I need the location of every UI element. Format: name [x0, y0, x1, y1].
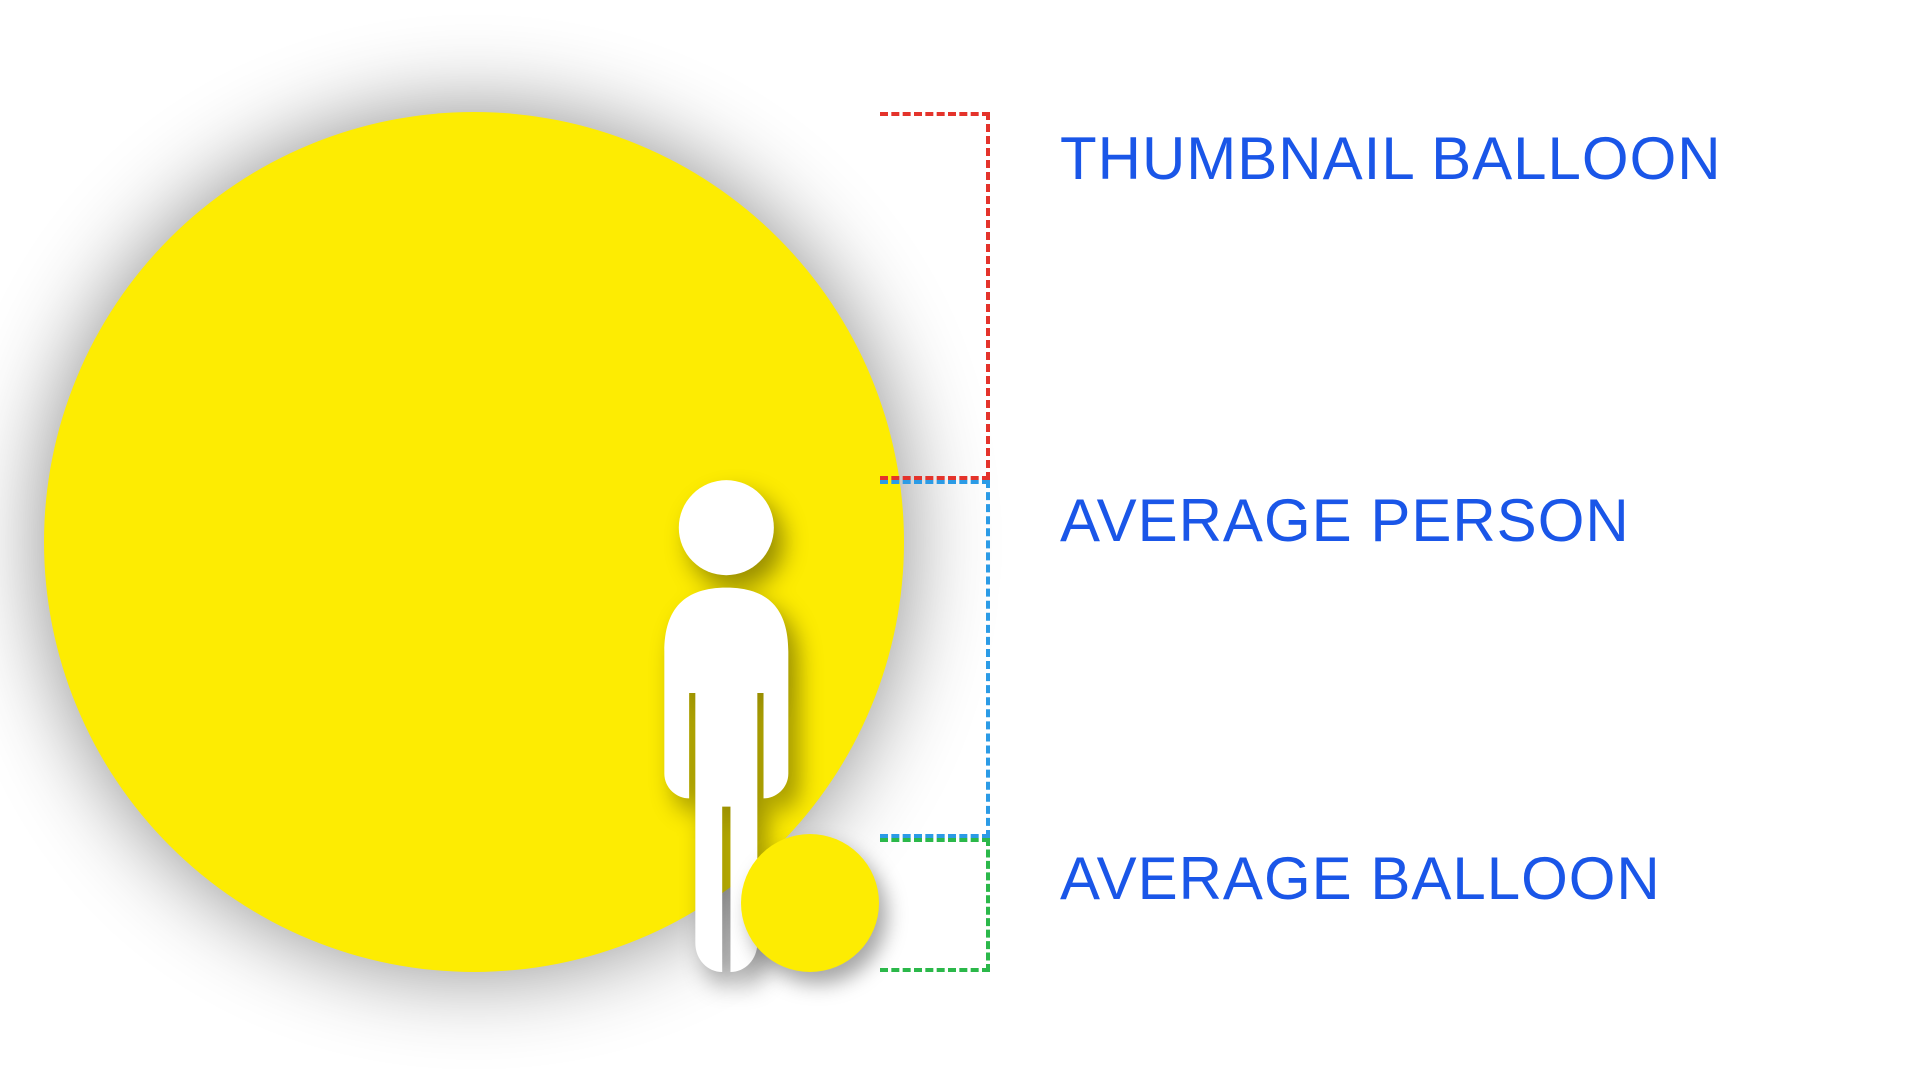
bracket-person	[880, 480, 990, 838]
bracket-thumbnail	[880, 112, 990, 480]
label-thumbnail: THUMBNAIL BALLOON	[1060, 124, 1722, 193]
label-person: AVERAGE PERSON	[1060, 486, 1630, 555]
bracket-avgballoon	[880, 838, 990, 972]
infographic-stage: THUMBNAIL BALLOON AVERAGE PERSON AVERAGE B…	[0, 0, 1920, 1080]
average-balloon-circle	[741, 834, 879, 972]
label-avgballoon: AVERAGE BALLOON	[1060, 844, 1661, 913]
